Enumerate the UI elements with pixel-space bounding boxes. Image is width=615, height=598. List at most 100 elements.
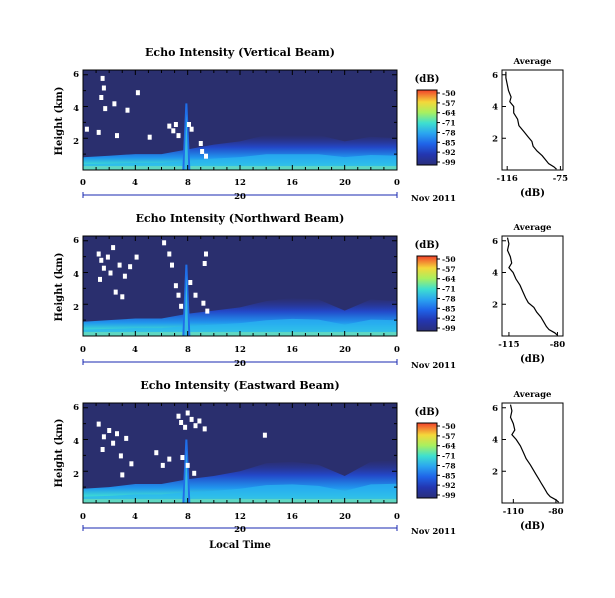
missing-data-cell [120,294,125,300]
x-tick-labels: 0 4 8 12 16 20 0 [80,178,400,188]
colorbar-tick-label: -71 [442,119,456,128]
x-tick-label: 0 [80,512,86,522]
date-label: 20 [234,525,246,535]
date-bar: 20 Nov 2011 [82,359,456,371]
y-tick-label: 6 [73,70,79,80]
profile-title: Average [513,223,553,233]
missing-data-cell [112,101,117,107]
average-profile: Average 2 4 6 -115 -80 (dB) [492,223,565,365]
x-tick-label: 16 [286,178,298,188]
missing-data-cell [98,276,102,282]
missing-data-cell [185,462,190,468]
missing-data-cell [113,289,118,295]
missing-data-cell [108,270,113,276]
missing-data-cell [160,462,165,468]
missing-data-cell [107,428,112,433]
x-tick-label: -80 [550,340,565,350]
missing-data-cell [99,95,104,100]
x-tick-label: -110 [503,507,524,517]
colorbar-scale [416,89,438,166]
profile-title: Average [513,57,553,67]
echo-plume-core [184,274,189,336]
x-tick-label: -115 [498,340,519,350]
month-label: Nov 2011 [411,527,456,537]
x-tick-label: -80 [548,507,563,517]
panel-eastward-beam: Echo Intensity (Eastward Beam) Height (k… [54,379,564,551]
x-tick-label: 0 [394,178,400,188]
x-tick-labels: 0 4 8 12 16 20 0 [80,345,400,355]
colorbar-tick-label: -99 [442,158,456,167]
heatmap-plot [82,235,398,337]
x-tick-label: 16 [286,512,298,522]
missing-data-cell [180,455,185,460]
x-tick-label: 0 [80,178,86,188]
missing-data-cell [100,447,105,452]
colorbar-tick-label: -50 [442,422,456,431]
y-tick-label: 4 [73,437,79,447]
x-axis-label: Local Time [209,540,271,551]
x-tick-label: 8 [185,345,191,355]
average-profile-line [505,71,557,170]
date-bar: 20 Nov 2011 [82,525,456,537]
x-tick-label: 8 [185,178,191,188]
x-tick-label: 0 [394,345,400,355]
colorbar-tick-label: -78 [442,294,456,303]
missing-data-cell [96,421,101,427]
panel-northward-beam: Echo Intensity (Northward Beam) Height (… [54,212,565,371]
colorbar-tick-label: -99 [442,324,456,333]
month-label: Nov 2011 [411,361,456,371]
missing-data-cell [111,440,116,446]
colorbar-tick-label: -85 [442,138,456,147]
missing-data-cell [176,292,181,298]
colorbar-tick-label: -71 [442,285,456,294]
missing-data-cell [122,273,127,279]
colorbar-scale [416,255,438,332]
x-tick-label: 20 [339,345,351,355]
colorbar-tick-label: -92 [442,314,456,323]
missing-data-cell [167,456,172,462]
date-label: 20 [234,359,246,369]
missing-data-cell [204,251,208,257]
month-label: Nov 2011 [411,194,456,204]
y-tick-label: 4 [73,104,79,114]
y-tick-label: 6 [492,237,498,247]
x-tick-label: 4 [132,178,138,188]
average-profile-line [506,237,558,336]
missing-data-cell [147,134,152,140]
colorbar-scale [416,422,438,499]
colorbar-tick-label: -64 [442,275,456,284]
y-tick-label: 4 [73,270,79,280]
y-tick-labels: 2 4 6 [73,403,79,480]
y-tick-labels: 2 4 6 [73,236,79,313]
missing-data-cell [197,418,202,424]
colorbar-tick-label: -57 [442,99,456,108]
missing-data-cell [192,470,197,476]
missing-data-cell [103,106,108,112]
missing-data-cell [188,280,193,285]
x-tick-label: 12 [234,178,246,188]
x-tick-label: 4 [132,512,138,522]
missing-data-cell [202,261,207,266]
missing-data-cell [101,265,106,271]
missing-data-cell [162,240,167,246]
missing-data-cell [115,133,119,139]
colorbar-tick-label: -92 [442,481,456,490]
x-tick-label: -75 [553,174,568,184]
missing-data-cell [202,426,207,432]
x-tick-label: 0 [394,512,400,522]
colorbar-tick-label: -85 [442,471,456,480]
y-tick-label: 2 [73,303,79,313]
missing-data-cell [179,303,184,309]
missing-data-cell [84,126,89,132]
missing-data-cell [171,128,176,134]
missing-data-cell [183,424,188,430]
panel-title: Echo Intensity (Vertical Beam) [145,46,335,59]
colorbar-tick-label: -71 [442,452,456,461]
y-axis-label: Height (km) [54,419,65,488]
date-label: 20 [234,192,246,202]
colorbar-tick-label: -57 [442,265,456,274]
y-tick-label: 2 [492,300,498,310]
profile-x-axis-label: (dB) [520,188,545,199]
profile-x-axis-label: (dB) [520,354,545,365]
colorbar-tick-label: -64 [442,109,456,118]
